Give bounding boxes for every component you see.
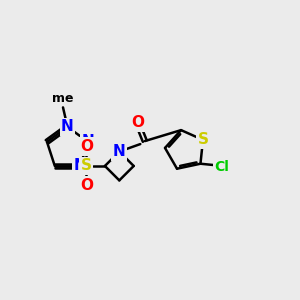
- Text: N: N: [61, 119, 74, 134]
- Text: me: me: [52, 92, 74, 105]
- Text: O: O: [80, 139, 93, 154]
- Text: N: N: [113, 144, 126, 159]
- Text: O: O: [131, 115, 144, 130]
- Text: S: S: [197, 132, 208, 147]
- Text: Cl: Cl: [214, 160, 229, 174]
- Text: O: O: [80, 178, 93, 193]
- Text: N: N: [82, 134, 94, 149]
- Text: S: S: [81, 158, 92, 173]
- Text: N: N: [74, 158, 87, 173]
